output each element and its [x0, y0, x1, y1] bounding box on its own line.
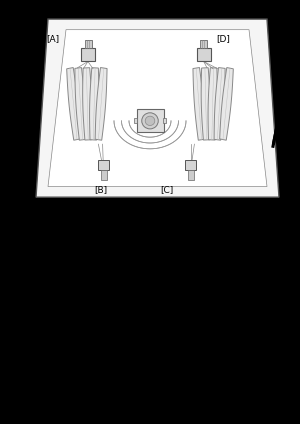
Polygon shape — [90, 68, 99, 140]
Text: [D]: [D] — [216, 34, 230, 44]
Bar — [163, 118, 166, 123]
Bar — [185, 160, 196, 170]
Text: [E]: [E] — [274, 103, 287, 113]
Polygon shape — [75, 67, 86, 140]
Polygon shape — [193, 67, 205, 140]
Bar — [196, 48, 211, 61]
Polygon shape — [214, 67, 225, 140]
Polygon shape — [83, 68, 92, 140]
Text: [C]: [C] — [160, 185, 174, 195]
Bar — [136, 109, 164, 132]
Polygon shape — [67, 67, 80, 140]
Bar — [81, 48, 95, 61]
Bar — [100, 170, 106, 180]
Bar — [200, 40, 207, 48]
Polygon shape — [36, 19, 279, 197]
Polygon shape — [201, 68, 210, 140]
Bar — [188, 170, 194, 180]
Ellipse shape — [142, 113, 158, 129]
Text: [E]: [E] — [14, 103, 27, 113]
Polygon shape — [220, 67, 233, 140]
Text: [B]: [B] — [94, 185, 108, 195]
Polygon shape — [95, 67, 107, 140]
Bar — [98, 160, 109, 170]
Bar — [134, 118, 137, 123]
Text: [A]: [A] — [46, 34, 60, 44]
Bar — [85, 40, 92, 48]
Polygon shape — [208, 68, 217, 140]
Ellipse shape — [145, 116, 155, 126]
Polygon shape — [48, 30, 267, 187]
